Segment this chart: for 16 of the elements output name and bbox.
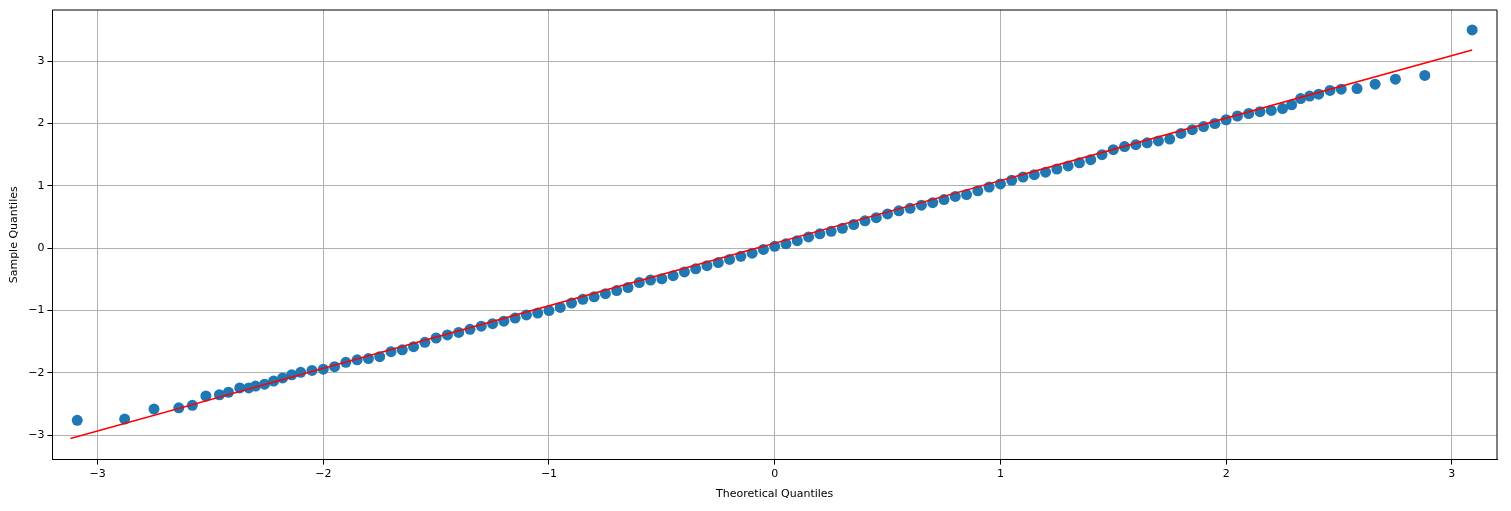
y-tick-label: −1 bbox=[28, 303, 45, 317]
y-tick-label: 1 bbox=[37, 178, 45, 192]
x-tick-label: 0 bbox=[771, 467, 779, 481]
x-tick-label: −2 bbox=[315, 467, 332, 481]
x-tick-label: −3 bbox=[89, 467, 106, 481]
y-tick-label: −3 bbox=[28, 428, 45, 442]
y-tick-label: 3 bbox=[37, 53, 45, 67]
x-tick-label: 1 bbox=[996, 467, 1004, 481]
y-tick-label: −2 bbox=[28, 365, 45, 379]
y-tick-label: 0 bbox=[37, 241, 45, 255]
x-tick-label: 2 bbox=[1222, 467, 1230, 481]
x-tick-label: 3 bbox=[1448, 467, 1456, 481]
x-tick-label: −1 bbox=[540, 467, 558, 481]
x-axis-title: Theoretical Quantiles bbox=[715, 487, 834, 501]
y-tick-label: 2 bbox=[37, 116, 45, 130]
y-axis-title: Sample Quantiles bbox=[7, 186, 21, 284]
